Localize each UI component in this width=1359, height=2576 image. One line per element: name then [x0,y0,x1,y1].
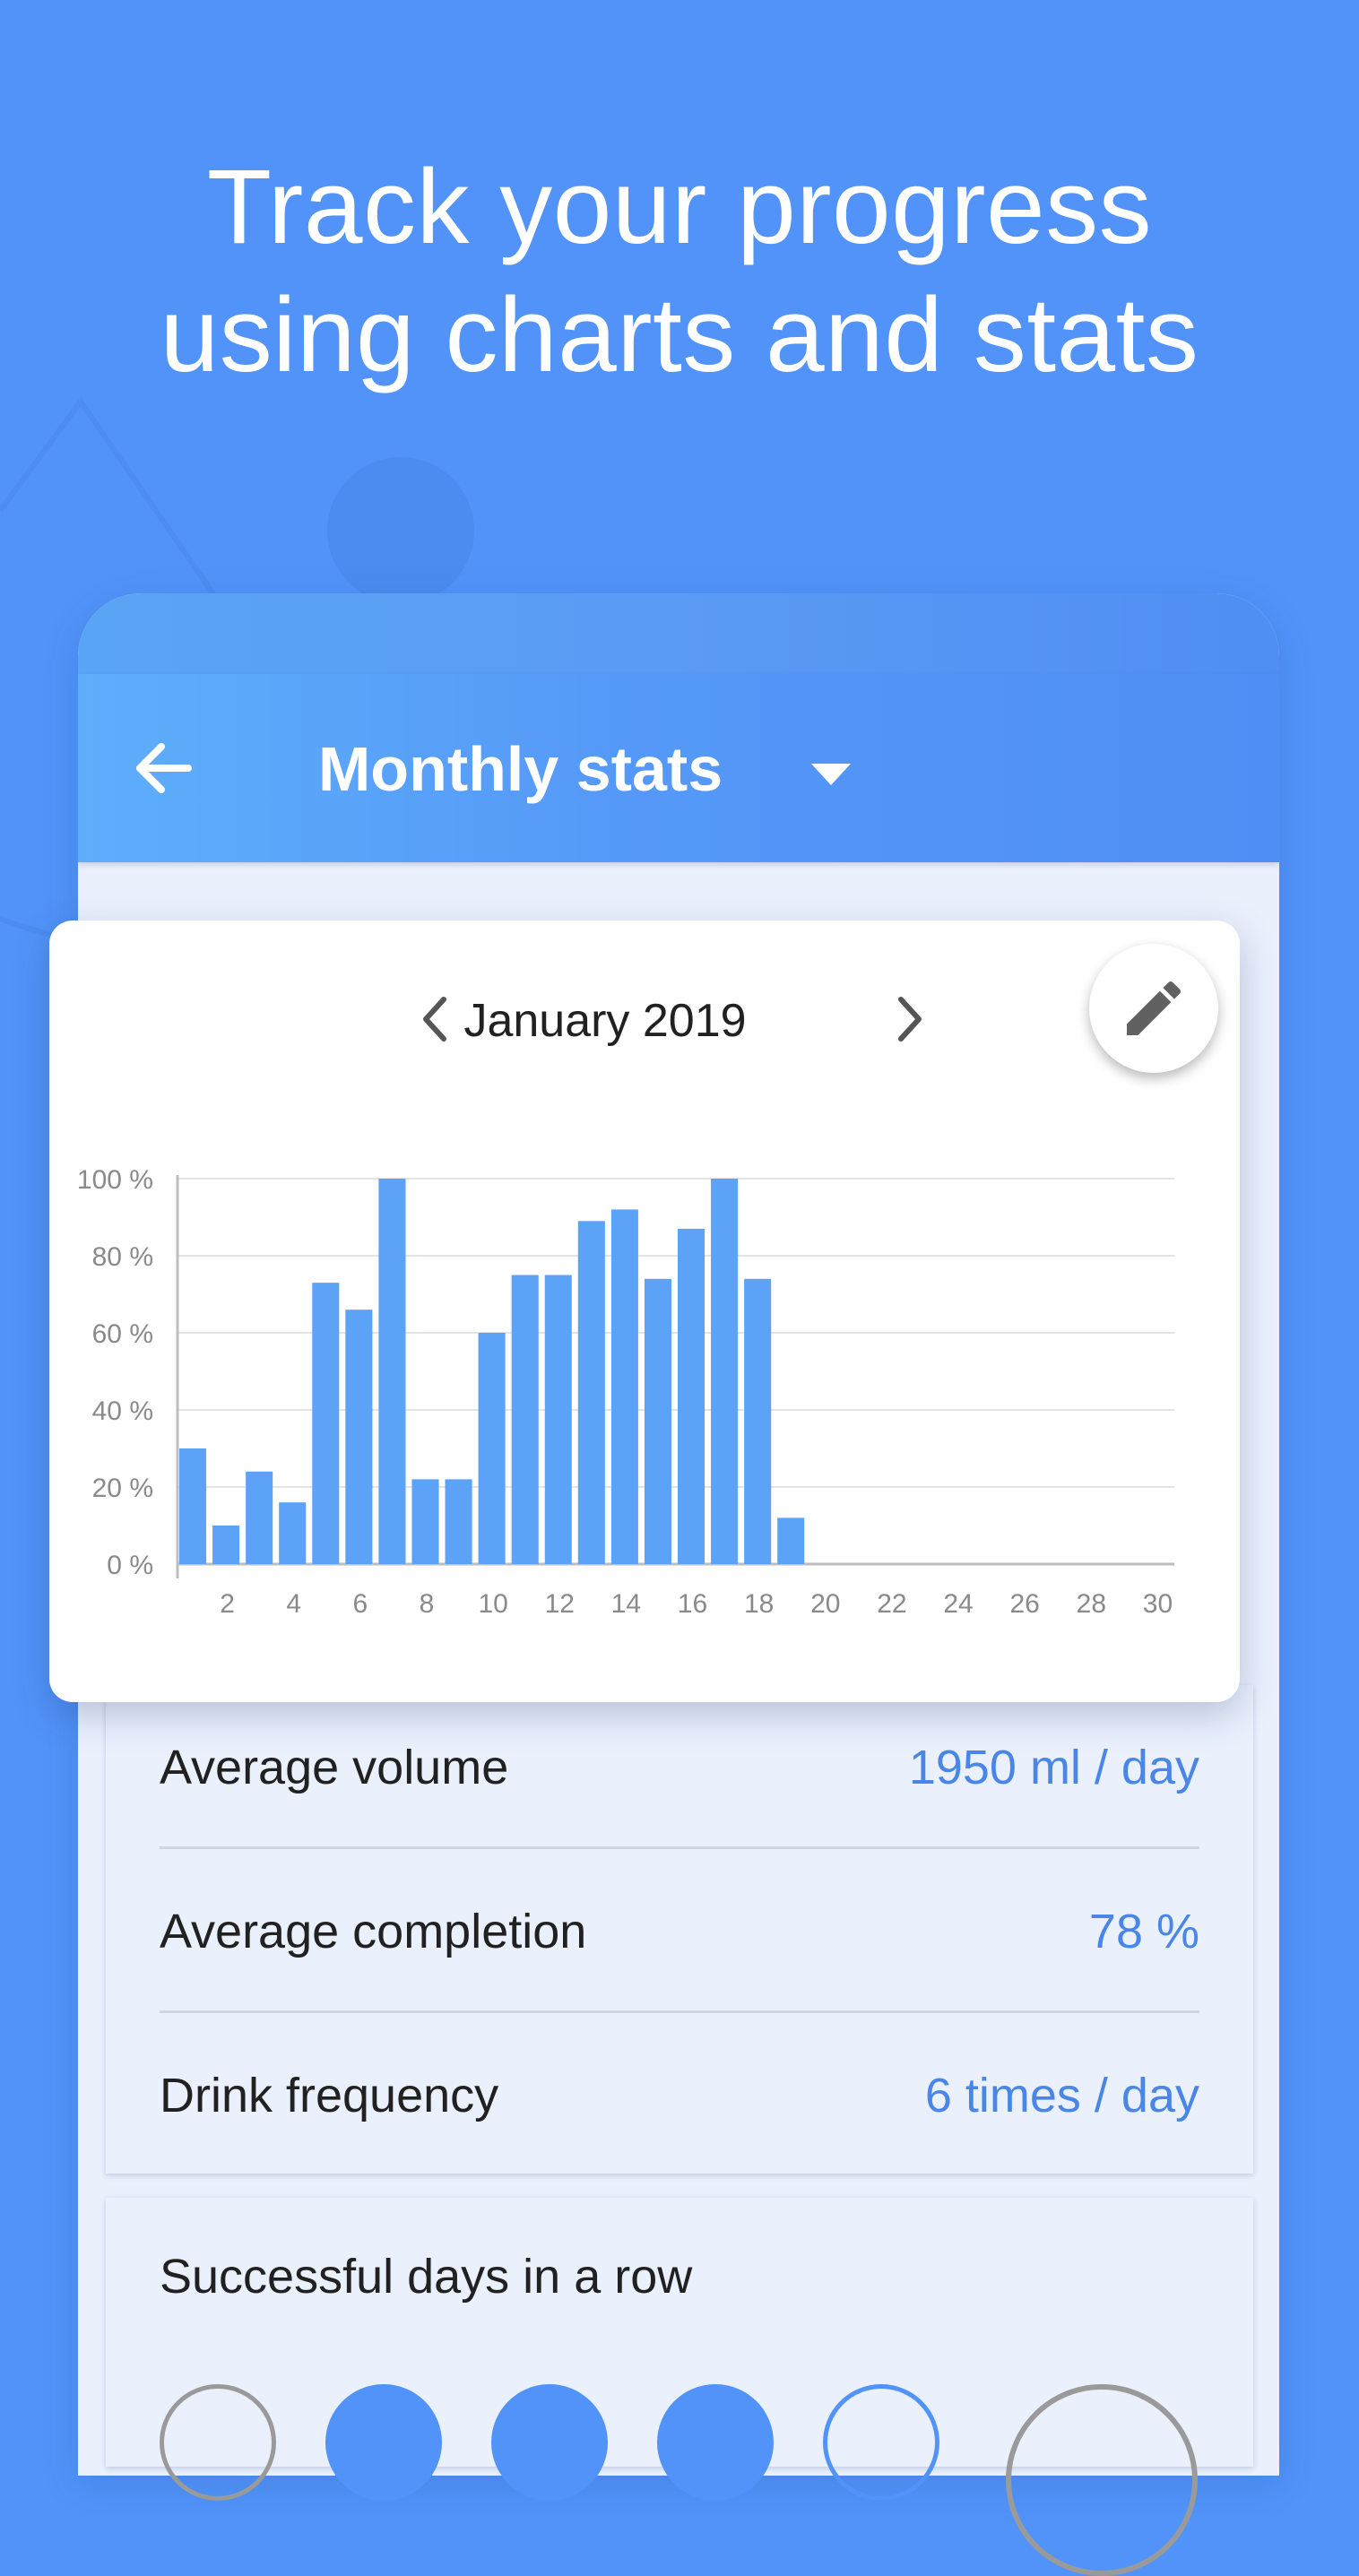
bar-day-19 [777,1517,805,1564]
stat-row-average-volume: Average volume 1950 ml / day [160,1685,1199,1849]
bar-day-9 [445,1479,472,1564]
bar-day-2 [212,1526,240,1564]
x-tick-label: 20 [810,1589,840,1619]
streak-day-indicator [160,2384,276,2501]
streak-day-indicator [657,2384,774,2501]
bar-day-14 [610,1209,638,1564]
y-tick-label: 0 % [107,1551,153,1580]
title-dropdown-button[interactable] [804,755,858,791]
page-title[interactable]: Monthly stats [318,734,723,804]
app-bar: Monthly stats [78,674,1279,862]
background-decoration [0,0,1359,2416]
y-tick-label: 80 % [92,1242,153,1272]
streak-count-badge [1006,2384,1198,2576]
bar-day-11 [511,1275,539,1564]
x-tick-label: 10 [478,1589,507,1619]
stat-label: Average completion [160,1905,587,1958]
streak-title: Successful days in a row [160,2250,693,2304]
x-tick-label: 12 [545,1589,575,1619]
bar-day-4 [279,1502,307,1564]
pencil-icon [1127,981,1182,1035]
x-tick-label: 22 [877,1589,906,1619]
headline: Track your progress using charts and sta… [0,143,1359,400]
month-label: January 2019 [463,995,747,1047]
chevron-left-icon [423,997,446,1042]
x-tick-label: 26 [1010,1589,1040,1619]
y-tick-label: 40 % [92,1396,153,1426]
bar-day-15 [644,1278,671,1564]
streak-card: Successful days in a row [106,2198,1253,2576]
monthly-completion-chart: 100 %80 %60 %40 %20 %0 %2 4 6 8 10 12 14 16 18 20… [77,1165,1174,1619]
status-bar [78,593,1279,674]
bar-day-1 [179,1448,207,1564]
previous-month-button[interactable] [408,992,462,1046]
bar-day-6 [345,1310,373,1564]
streak-day-indicator [325,2384,442,2501]
stat-row-average-completion: Average completion 78 % [160,1849,1199,2013]
bar-day-7 [378,1179,406,1564]
x-tick-label: 18 [744,1589,774,1619]
x-tick-label: 2 [220,1589,235,1619]
bar-day-10 [478,1333,506,1564]
bar-day-16 [678,1228,705,1564]
divider [160,1846,1199,1849]
stat-label: Drink frequency [160,2069,499,2122]
stat-value: 78 % [1088,1905,1199,1958]
x-tick-label: 16 [678,1589,707,1619]
x-tick-label: 8 [420,1589,435,1619]
bar-day-5 [312,1283,340,1564]
y-tick-label: 20 % [92,1474,153,1503]
stat-value: 6 times / day [924,2069,1199,2122]
bar-day-3 [246,1471,273,1564]
chart-card: January 2019 100 % 80 % 60 % 40 % 20 % 0 % 2 4 6… [49,921,1240,1702]
y-tick-label: 60 % [92,1319,153,1349]
caret-down-icon [811,764,851,785]
next-month-button[interactable] [883,992,937,1046]
y-tick-label: 100 % [77,1165,153,1195]
month-navigator: January 2019 [49,974,1240,1064]
headline-line-1: Track your progress [206,148,1153,266]
stat-label: Average volume [160,1741,509,1794]
x-tick-label: 6 [353,1589,368,1619]
stat-value: 1950 ml / day [908,1741,1199,1794]
chevron-right-icon [898,997,922,1042]
divider [160,2010,1199,2013]
x-tick-label: 4 [286,1589,301,1619]
x-tick-label: 30 [1143,1589,1173,1619]
stats-card: Average volume 1950 ml / day Average com… [106,1685,1253,2174]
bar-day-12 [544,1275,572,1564]
streak-day-indicator [491,2384,608,2501]
stat-row-drink-frequency: Drink frequency 6 times / day [160,2013,1199,2177]
headline-line-2: using charts and stats [160,276,1199,394]
bar-day-18 [744,1278,772,1564]
back-button[interactable] [132,737,195,800]
bar-day-13 [577,1221,605,1564]
x-tick-label: 28 [1077,1589,1106,1619]
bar-day-8 [411,1479,439,1564]
arrow-back-icon [136,743,192,793]
bar-day-17 [711,1179,739,1564]
streak-day-indicator [823,2384,939,2501]
x-tick-label: 14 [611,1589,641,1619]
edit-button[interactable] [1089,944,1218,1073]
x-tick-label: 24 [943,1589,973,1619]
